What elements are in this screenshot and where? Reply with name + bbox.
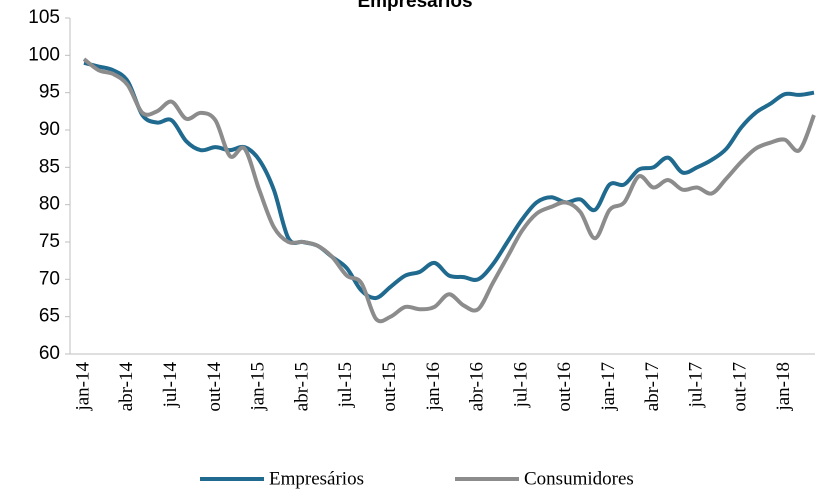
x-tick-label: abr-15 [291,362,312,411]
x-tick-label: jul-14 [160,362,181,409]
series-line [82,57,816,324]
x-tick-label: jul-16 [510,362,531,408]
x-tick-label: jan-15 [248,362,269,412]
x-tick-label: jul-17 [686,362,707,408]
x-tick-label: out-14 [204,362,225,412]
x-tick-label: out-15 [379,362,400,412]
y-tick-label: 95 [39,82,60,103]
x-tick-label: jan-16 [423,362,444,412]
series-line [83,60,815,301]
y-tick-label: 90 [39,119,60,140]
y-tick-label: 70 [39,268,60,289]
y-tick-label: 75 [39,231,60,252]
x-tick-label: out-16 [554,362,575,412]
x-tick-label: jan-17 [598,362,619,412]
chart-title: Empresários [357,0,472,12]
legend-label: Consumidores [524,468,634,489]
x-tick-label: abr-17 [642,362,663,411]
legend-label: Empresários [269,468,364,489]
y-tick-label: 65 [39,306,60,327]
x-tick-label: jan-14 [72,362,93,412]
y-tick-label: 100 [28,44,60,65]
y-tick-label: 80 [39,194,60,215]
y-tick-label: 60 [39,343,60,364]
x-tick-label: abr-16 [467,362,488,411]
y-tick-label: 85 [39,156,60,177]
x-tick-label: abr-14 [116,362,137,412]
x-tick-label: jul-15 [335,362,356,408]
y-tick-label: 105 [28,7,60,28]
x-tick-label: out-17 [729,362,750,412]
x-tick-label: jan-18 [773,362,794,412]
